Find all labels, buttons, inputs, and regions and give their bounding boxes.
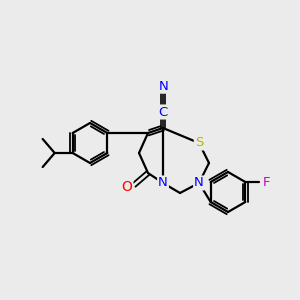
Text: N: N xyxy=(158,176,168,190)
Text: N: N xyxy=(194,176,204,190)
Text: C: C xyxy=(158,106,168,118)
Text: O: O xyxy=(122,180,132,194)
Text: F: F xyxy=(262,176,270,188)
Text: N: N xyxy=(159,80,169,92)
Text: S: S xyxy=(195,136,203,149)
